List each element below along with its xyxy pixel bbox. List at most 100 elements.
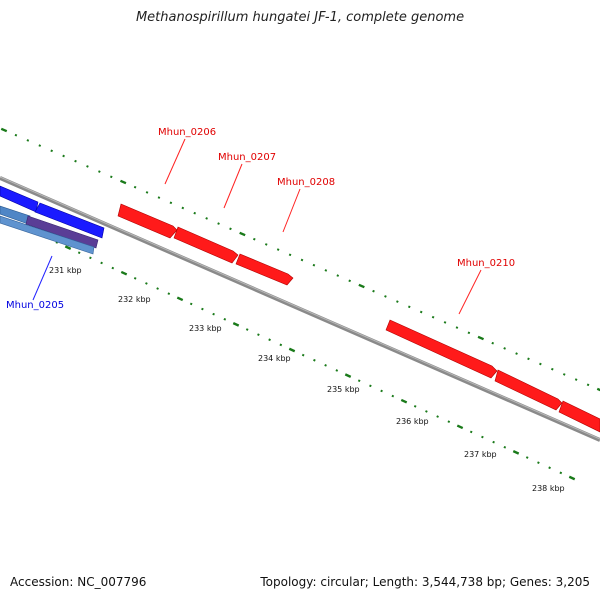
minor-tick xyxy=(431,315,435,319)
accession-text: Accession: NC_007796 xyxy=(10,575,147,589)
kbp-label: 231 kbp xyxy=(49,266,82,275)
minor-tick xyxy=(407,305,411,309)
major-tick xyxy=(239,231,246,237)
major-tick xyxy=(119,179,127,185)
reverse-gene-block-2[interactable] xyxy=(34,202,105,239)
minor-tick xyxy=(348,279,351,283)
minor-tick xyxy=(77,251,81,255)
minor-tick xyxy=(551,367,554,371)
kbp-label: 232 kbp xyxy=(118,295,151,304)
minor-tick xyxy=(537,461,540,464)
inner-tick-track xyxy=(8,219,576,481)
minor-tick xyxy=(469,430,473,434)
minor-tick xyxy=(586,383,590,387)
major-tick xyxy=(568,475,576,481)
leader-mhun-0206 xyxy=(164,138,186,185)
minor-tick xyxy=(89,256,92,260)
gene-label-mhun-0210[interactable]: Mhun_0210 xyxy=(457,258,515,269)
minor-tick xyxy=(50,149,53,153)
major-tick xyxy=(232,322,240,327)
minor-tick xyxy=(301,353,305,357)
minor-tick xyxy=(413,404,417,408)
minor-tick xyxy=(300,258,304,262)
minor-tick xyxy=(133,185,137,189)
major-tick xyxy=(344,373,352,378)
outer-tick-track xyxy=(0,127,600,392)
minor-tick xyxy=(26,139,30,142)
gene-label-mhun-0208[interactable]: Mhun_0208 xyxy=(277,177,335,188)
major-tick xyxy=(477,335,485,341)
gene-label-mhun-0206[interactable]: Mhun_0206 xyxy=(158,127,216,138)
minor-tick xyxy=(503,445,507,449)
gene-label-mhun-0205[interactable]: Mhun_0205 xyxy=(6,300,64,311)
leader-mhun-0208 xyxy=(282,188,301,233)
minor-tick xyxy=(193,211,197,215)
kbp-label: 235 kbp xyxy=(327,385,360,394)
kbp-label: 238 kbp xyxy=(532,484,565,493)
minor-tick xyxy=(253,237,256,241)
minor-tick xyxy=(455,326,459,329)
major-tick xyxy=(456,424,464,430)
kbp-scale-labels: 231 kbp 232 kbp 233 kbp 234 kbp 235 kbp … xyxy=(49,266,565,493)
minor-tick xyxy=(100,261,103,265)
minor-tick xyxy=(562,373,566,376)
minor-tick xyxy=(527,357,530,361)
minor-tick xyxy=(111,266,115,270)
minor-tick xyxy=(313,358,316,362)
minor-tick xyxy=(503,347,506,350)
minor-tick xyxy=(525,456,529,459)
minor-tick xyxy=(86,165,89,168)
minor-tick xyxy=(245,328,249,331)
minor-tick xyxy=(217,222,220,225)
reverse-gene-block-4[interactable] xyxy=(25,215,99,249)
gene-label-mhun-0207[interactable]: Mhun_0207 xyxy=(218,152,276,163)
minor-tick xyxy=(324,364,327,367)
minor-tick xyxy=(312,263,316,267)
major-tick xyxy=(176,296,184,302)
minor-tick xyxy=(133,276,137,280)
gene-arrow-mhun-0211[interactable] xyxy=(494,369,563,411)
minor-tick xyxy=(98,170,101,173)
reverse-gene-block-5[interactable] xyxy=(0,215,95,255)
gene-arrow-mhun-0206[interactable] xyxy=(117,203,178,239)
minor-tick xyxy=(212,312,215,316)
minor-tick xyxy=(279,343,283,347)
leader-mhun-0205 xyxy=(32,255,53,301)
minor-tick xyxy=(369,384,372,388)
minor-tick xyxy=(264,243,268,246)
major-tick xyxy=(64,245,72,250)
forward-strand-features xyxy=(117,203,600,433)
minor-tick xyxy=(481,435,484,439)
minor-tick xyxy=(257,333,260,336)
minor-tick xyxy=(145,282,148,285)
minor-tick xyxy=(229,227,232,231)
minor-tick xyxy=(419,310,423,314)
minor-tick xyxy=(223,317,227,321)
minor-tick xyxy=(189,302,193,306)
minor-tick xyxy=(156,287,159,290)
kbp-label: 236 kbp xyxy=(396,417,429,426)
minor-tick xyxy=(167,292,171,296)
gene-arrow-mhun-0208[interactable] xyxy=(235,253,294,286)
genome-backbone-highlight xyxy=(0,176,600,440)
minor-tick xyxy=(14,133,18,137)
major-tick xyxy=(288,347,296,353)
major-tick xyxy=(0,127,8,133)
kbp-label: 237 kbp xyxy=(464,450,497,459)
leader-mhun-0207 xyxy=(223,163,243,209)
gene-arrow-mhun-0207[interactable] xyxy=(173,226,239,264)
genome-summary-text: Topology: circular; Length: 3,544,738 bp… xyxy=(260,575,590,589)
reverse-strand-features xyxy=(0,185,105,255)
minor-tick xyxy=(335,369,339,372)
minor-tick xyxy=(55,241,59,244)
minor-tick xyxy=(396,300,399,303)
major-tick xyxy=(120,270,128,276)
minor-tick xyxy=(324,269,328,272)
gene-arrow-mhun-0212[interactable] xyxy=(558,400,600,433)
minor-tick xyxy=(492,440,495,444)
major-tick xyxy=(358,283,365,289)
minor-tick xyxy=(384,295,387,298)
minor-tick xyxy=(62,154,65,158)
gene-arrow-mhun-0210[interactable] xyxy=(385,319,498,379)
